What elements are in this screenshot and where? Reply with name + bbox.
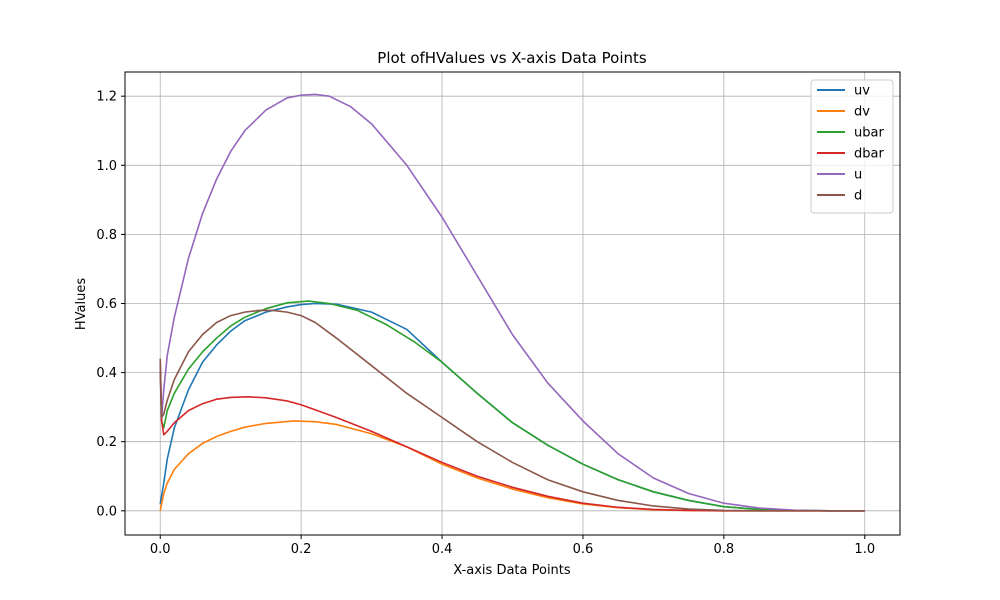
x-tick-label: 0.8: [714, 542, 735, 557]
y-tick-label: 0.4: [96, 366, 117, 381]
y-tick-label: 1.2: [96, 90, 117, 105]
chart-title: Plot ofHValues vs X-axis Data Points: [377, 49, 647, 67]
y-axis-ticks: 0.0 0.2 0.4 0.6 0.8 1.0 1.2: [96, 90, 125, 519]
legend-label-dv: dv: [854, 105, 870, 120]
legend-label-dbar: dbar: [854, 147, 884, 162]
series-lines: [159, 93, 865, 512]
legend-box: [810, 79, 894, 214]
series-line-d: [159, 309, 865, 512]
y-tick-label: 0.6: [96, 297, 117, 312]
x-tick-label: 0.4: [432, 542, 453, 557]
legend-label-ubar: ubar: [854, 126, 884, 141]
y-tick-label: 0.2: [96, 435, 117, 450]
legend: uv dv ubar dbar ud: [810, 79, 894, 214]
x-axis-label: X-axis Data Points: [453, 563, 571, 578]
x-tick-label: 0.2: [291, 542, 312, 557]
series-line-u: [159, 93, 865, 512]
y-axis-label: HValues: [74, 278, 89, 330]
x-tick-label: 0.6: [573, 542, 594, 557]
y-tick-label: 0.8: [96, 228, 117, 243]
x-axis-ticks: 0.0 0.2 0.4 0.6 0.8 1.0: [150, 535, 875, 557]
legend-label-u: u: [854, 168, 862, 183]
y-tick-label: 1.0: [96, 159, 117, 174]
x-tick-label: 1.0: [854, 542, 875, 557]
series-line-ubar: [159, 300, 865, 512]
series-line-dbar: [159, 365, 865, 512]
x-tick-label: 0.0: [150, 542, 171, 557]
legend-label-uv: uv: [854, 84, 870, 99]
legend-label-d: d: [854, 189, 862, 204]
y-tick-label: 0.0: [96, 504, 117, 519]
